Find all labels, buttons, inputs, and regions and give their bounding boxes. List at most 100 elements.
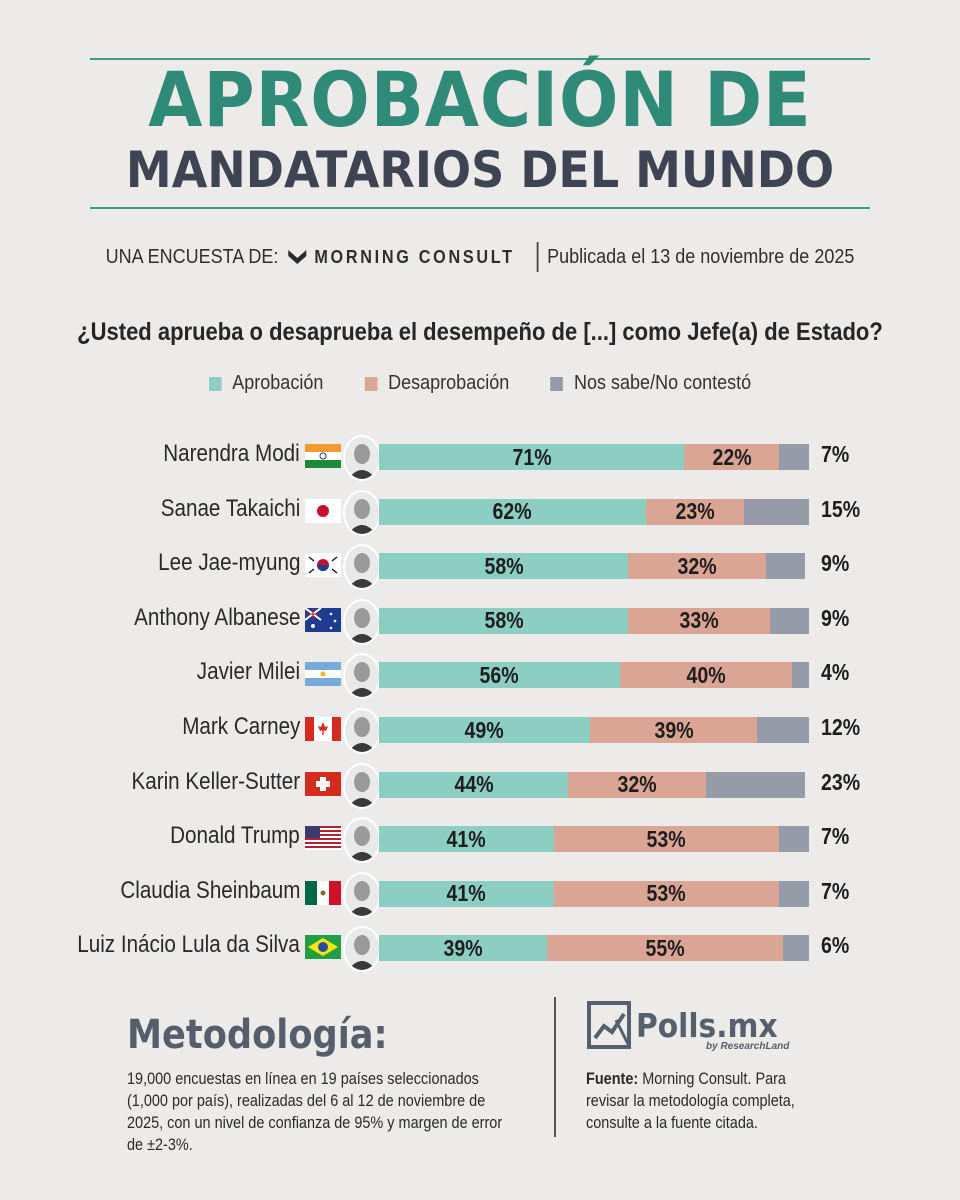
no-answer-data-label: 7% <box>821 877 850 904</box>
leader-name-label: Sanae Takaichi <box>160 494 300 522</box>
data-label: 58% <box>484 552 524 579</box>
approval-segment: 56% <box>379 661 620 689</box>
approval-segment: 44% <box>379 771 569 798</box>
legend-swatch-desaprobacion <box>364 376 378 391</box>
leader-name-label: Javier Milei <box>196 658 300 686</box>
source-label: Fuente: <box>586 1069 639 1088</box>
disapproval-segment: 23% <box>645 498 745 525</box>
brazil-flag-icon <box>305 935 341 960</box>
morning-consult-logo-icon <box>288 250 307 264</box>
legend-swatch-aprobacion <box>208 376 222 391</box>
data-label: 62% <box>492 498 532 525</box>
data-label: 71% <box>512 443 552 470</box>
legend-swatch-no-sabe <box>550 376 564 391</box>
data-label: 41% <box>446 880 486 907</box>
no-answer-segment <box>791 662 809 689</box>
no-answer-segment <box>705 771 805 798</box>
leader-portrait-avatar <box>343 435 381 481</box>
japan-flag-icon <box>305 498 341 523</box>
legend-item-aprobacion: Aprobación <box>208 372 324 395</box>
data-label: 32% <box>617 771 657 798</box>
stacked-bar: 71% 22% <box>379 444 809 470</box>
title-line-1: APROBACIÓN DE <box>148 55 812 144</box>
survey-question: ¿Usted aprueba o desaprueba el desempeño… <box>77 318 883 346</box>
leader-name-label: Donald Trump <box>170 822 300 850</box>
chart-row: Javier Milei 56% 40% 4% <box>0 650 960 700</box>
data-label: 53% <box>646 880 686 907</box>
data-label: 22% <box>712 443 752 470</box>
stacked-bar: 56% 40% <box>379 661 809 689</box>
stacked-bar: 62% 23% <box>379 498 809 525</box>
leader-portrait-avatar <box>343 708 381 754</box>
data-label: 56% <box>479 661 519 688</box>
stacked-bar: 41% 53% <box>379 880 809 907</box>
no-answer-data-label: 23% <box>821 768 861 795</box>
title-line-2: MANDATARIOS DEL MUNDO <box>125 141 835 199</box>
mexico-flag-icon <box>305 880 341 905</box>
title-bottom-rule <box>90 207 870 209</box>
usa-flag-icon <box>305 826 341 851</box>
legend-label: Nos sabe/No contestó <box>574 372 752 394</box>
legend-item-desaprobacion: Desaprobación <box>364 372 509 395</box>
data-label: 40% <box>686 661 726 688</box>
stacked-bar: 58% 32% <box>379 552 809 580</box>
switzerland-flag-icon <box>305 771 341 796</box>
legend-item-no-sabe: Nos sabe/No contestó <box>550 372 752 395</box>
data-label: 41% <box>446 825 486 852</box>
chart-row: Mark Carney 49% 39% 12% <box>0 705 960 754</box>
approval-segment: 39% <box>379 934 547 962</box>
data-label: 58% <box>484 607 524 634</box>
brand-name: MORNING CONSULT <box>314 246 515 267</box>
data-label: 49% <box>464 716 504 743</box>
data-label: 33% <box>679 607 719 634</box>
leader-portrait-avatar <box>343 817 381 864</box>
no-answer-data-label: 15% <box>821 495 861 522</box>
leader-portrait-avatar <box>343 598 381 645</box>
source-separator <box>536 242 539 272</box>
approval-segment: 58% <box>379 552 629 580</box>
disapproval-segment: 32% <box>568 771 706 798</box>
no-answer-segment <box>778 444 809 470</box>
no-answer-data-label: 6% <box>821 932 850 959</box>
no-answer-segment <box>779 826 809 853</box>
no-answer-data-label: 9% <box>821 604 850 631</box>
no-answer-segment <box>757 717 809 743</box>
no-answer-segment <box>770 607 809 634</box>
leader-name-label: Narendra Modi <box>163 440 300 467</box>
legend-label: Aprobación <box>232 372 324 394</box>
source-body: Morning Consult. Para revisar la metodol… <box>586 1069 795 1132</box>
chart-legend: Aprobación Desaprobación Nos sabe/No con… <box>48 372 912 395</box>
polls-mx-name: Polls.mx <box>636 1006 778 1045</box>
leader-name-label: Claudia Sheinbaum <box>119 876 300 904</box>
published-date: Publicada el 13 de noviembre de 2025 <box>547 245 855 268</box>
leader-portrait-avatar <box>343 489 381 536</box>
stacked-bar: 44% 32% <box>379 771 809 798</box>
survey-by-label: UNA ENCUESTA DE: <box>105 245 279 268</box>
disapproval-segment: 22% <box>684 444 779 470</box>
leader-portrait-avatar <box>343 871 381 918</box>
leader-name-label: Luiz Inácio Lula da Silva <box>77 931 300 959</box>
chart-row: Sanae Takaichi 62% 23% 15% <box>0 487 960 536</box>
disapproval-segment: 40% <box>619 661 792 689</box>
leader-portrait-avatar <box>343 762 381 809</box>
polls-mx-logo-icon <box>587 1001 632 1049</box>
data-label: 53% <box>646 825 686 852</box>
chart-row: Lee Jae-myung 58% 32% 9% <box>0 541 960 591</box>
canada-flag-icon <box>305 717 341 741</box>
south-korea-flag-icon <box>305 553 341 578</box>
leader-name-label: Anthony Albanese <box>133 603 300 631</box>
source-note: Fuente: Morning Consult. Para revisar la… <box>586 1068 816 1134</box>
leader-portrait-avatar <box>343 544 381 591</box>
no-answer-segment <box>779 880 809 907</box>
leader-name-label: Lee Jae-myung <box>157 549 300 577</box>
data-label: 23% <box>675 498 715 525</box>
no-answer-segment <box>744 498 809 525</box>
title-top-rule <box>90 58 870 60</box>
methodology-text: 19,000 encuestas en línea en 19 países s… <box>127 1069 503 1154</box>
approval-segment: 62% <box>379 498 646 525</box>
data-label: 39% <box>443 934 483 961</box>
disapproval-segment: 39% <box>589 716 758 743</box>
data-label: 39% <box>653 716 694 743</box>
no-answer-segment <box>765 553 805 580</box>
data-label: 55% <box>645 934 685 961</box>
